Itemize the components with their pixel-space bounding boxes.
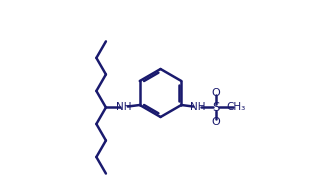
Text: O: O (211, 88, 220, 98)
Text: O: O (211, 117, 220, 127)
Text: CH₃: CH₃ (227, 102, 246, 113)
Text: S: S (212, 101, 219, 114)
Text: NH: NH (116, 102, 132, 113)
Text: NH: NH (190, 102, 205, 113)
